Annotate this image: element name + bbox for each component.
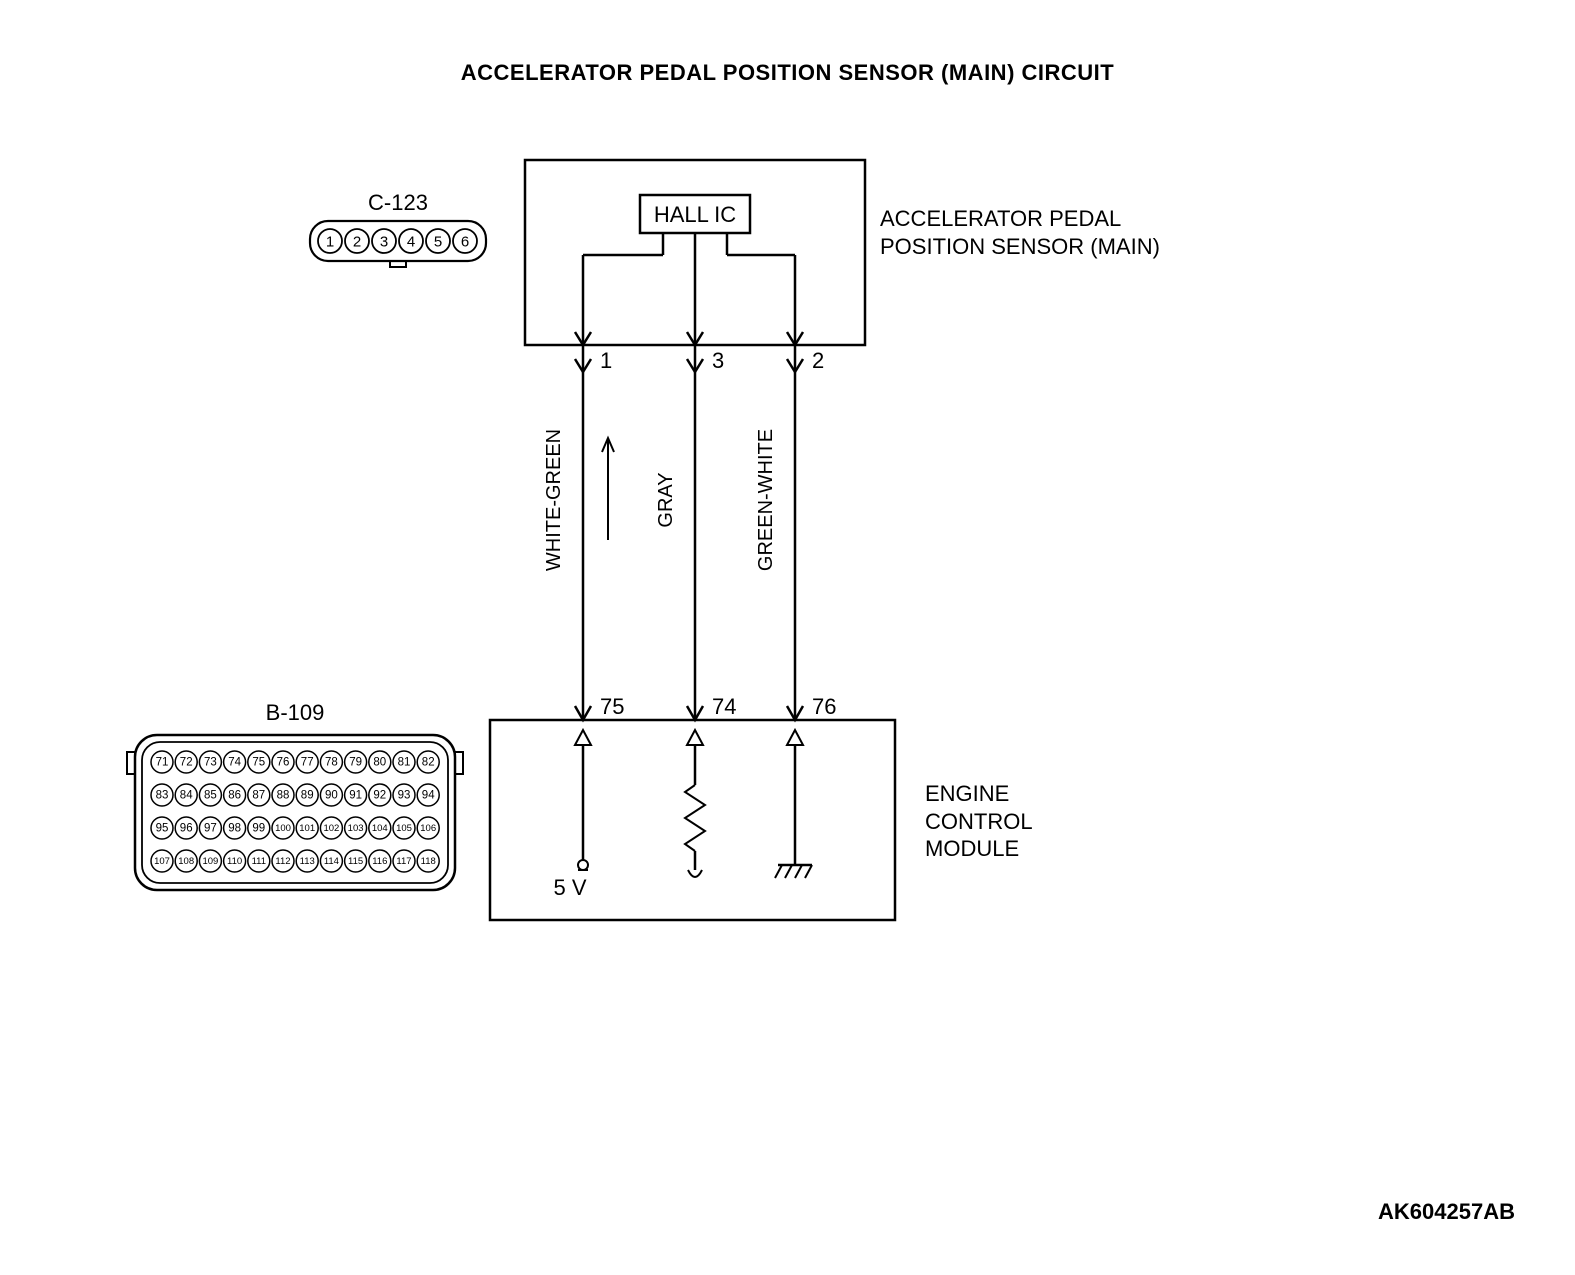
sensor-pin-1: 1 — [600, 348, 612, 373]
svg-text:111: 111 — [252, 856, 266, 867]
svg-text:79: 79 — [349, 757, 362, 769]
svg-text:87: 87 — [252, 790, 265, 802]
svg-text:101: 101 — [299, 823, 315, 834]
ecm-box — [490, 720, 895, 920]
svg-text:73: 73 — [204, 757, 217, 769]
svg-text:90: 90 — [325, 790, 338, 802]
sensor-pin-2: 2 — [812, 348, 824, 373]
svg-text:98: 98 — [228, 823, 241, 835]
svg-text:112: 112 — [275, 856, 290, 867]
sensor-label: ACCELERATOR PEDAL POSITION SENSOR (MAIN) — [880, 205, 1160, 260]
svg-text:116: 116 — [372, 856, 387, 867]
svg-text:103: 103 — [348, 823, 364, 834]
sensor-pin-3: 3 — [712, 348, 724, 373]
wire-color-2: GRAY — [655, 472, 677, 527]
svg-text:88: 88 — [277, 790, 290, 802]
svg-text:99: 99 — [252, 823, 265, 835]
svg-text:96: 96 — [180, 823, 193, 835]
svg-text:2: 2 — [353, 234, 361, 251]
circuit-svg: HALL IC 1 3 2 WHITE-GREEN GRAY GREEN-WHI… — [0, 0, 1575, 1275]
ecm-pin-74: 74 — [712, 694, 736, 719]
connector-b109: B-109 71 72 73 74 75 76 77 78 79 80 81 82 83 84 85 86 87… — [127, 700, 463, 890]
svg-text:83: 83 — [156, 790, 169, 802]
svg-text:94: 94 — [422, 790, 435, 802]
sensor-exit-arrows — [575, 332, 803, 345]
svg-text:6: 6 — [461, 234, 469, 251]
svg-text:78: 78 — [325, 757, 338, 769]
svg-text:117: 117 — [396, 856, 411, 867]
connector-c123: C-123 1 2 3 4 5 6 — [310, 190, 486, 267]
svg-text:118: 118 — [421, 856, 436, 867]
ecm-internal-5v — [575, 730, 591, 870]
svg-text:71: 71 — [156, 757, 169, 769]
svg-text:81: 81 — [398, 757, 411, 769]
svg-text:91: 91 — [349, 790, 362, 802]
wire-color-3: GREEN-WHITE — [755, 429, 777, 571]
svg-text:89: 89 — [301, 790, 314, 802]
svg-text:76: 76 — [277, 757, 290, 769]
svg-text:93: 93 — [398, 790, 411, 802]
svg-text:3: 3 — [380, 234, 388, 251]
svg-text:110: 110 — [227, 856, 242, 867]
svg-text:C-123: C-123 — [368, 190, 428, 215]
svg-text:97: 97 — [204, 823, 217, 835]
svg-text:72: 72 — [180, 757, 193, 769]
svg-text:102: 102 — [323, 823, 339, 834]
svg-text:B-109: B-109 — [266, 700, 325, 725]
svg-text:1: 1 — [326, 234, 334, 251]
wire-color-1: WHITE-GREEN — [543, 429, 565, 571]
voltage-label: 5 V — [553, 875, 586, 900]
svg-text:82: 82 — [422, 757, 435, 769]
ecm-internal-resistor — [685, 730, 705, 877]
ecm-pin-75: 75 — [600, 694, 624, 719]
svg-text:113: 113 — [300, 856, 315, 867]
diagram-id: AK604257AB — [1378, 1199, 1515, 1225]
svg-text:95: 95 — [156, 823, 169, 835]
svg-text:114: 114 — [324, 856, 339, 867]
svg-text:5: 5 — [434, 234, 442, 251]
svg-text:4: 4 — [407, 234, 415, 251]
ecm-pin-76: 76 — [812, 694, 836, 719]
ecm-label: ENGINE CONTROL MODULE — [925, 780, 1033, 863]
hall-ic-text: HALL IC — [654, 202, 736, 227]
svg-text:100: 100 — [275, 823, 291, 834]
svg-text:84: 84 — [180, 790, 193, 802]
svg-text:80: 80 — [373, 757, 386, 769]
svg-text:109: 109 — [202, 856, 218, 867]
svg-text:115: 115 — [348, 856, 363, 867]
svg-text:74: 74 — [228, 757, 241, 769]
svg-text:85: 85 — [204, 790, 217, 802]
svg-text:105: 105 — [396, 823, 412, 834]
ecm-internal-ground — [775, 730, 812, 878]
svg-text:77: 77 — [301, 757, 314, 769]
svg-text:106: 106 — [420, 823, 436, 834]
svg-text:86: 86 — [228, 790, 241, 802]
svg-text:92: 92 — [373, 790, 386, 802]
svg-text:75: 75 — [252, 757, 265, 769]
svg-text:104: 104 — [372, 823, 388, 834]
svg-text:107: 107 — [154, 856, 170, 867]
svg-text:108: 108 — [178, 856, 194, 867]
